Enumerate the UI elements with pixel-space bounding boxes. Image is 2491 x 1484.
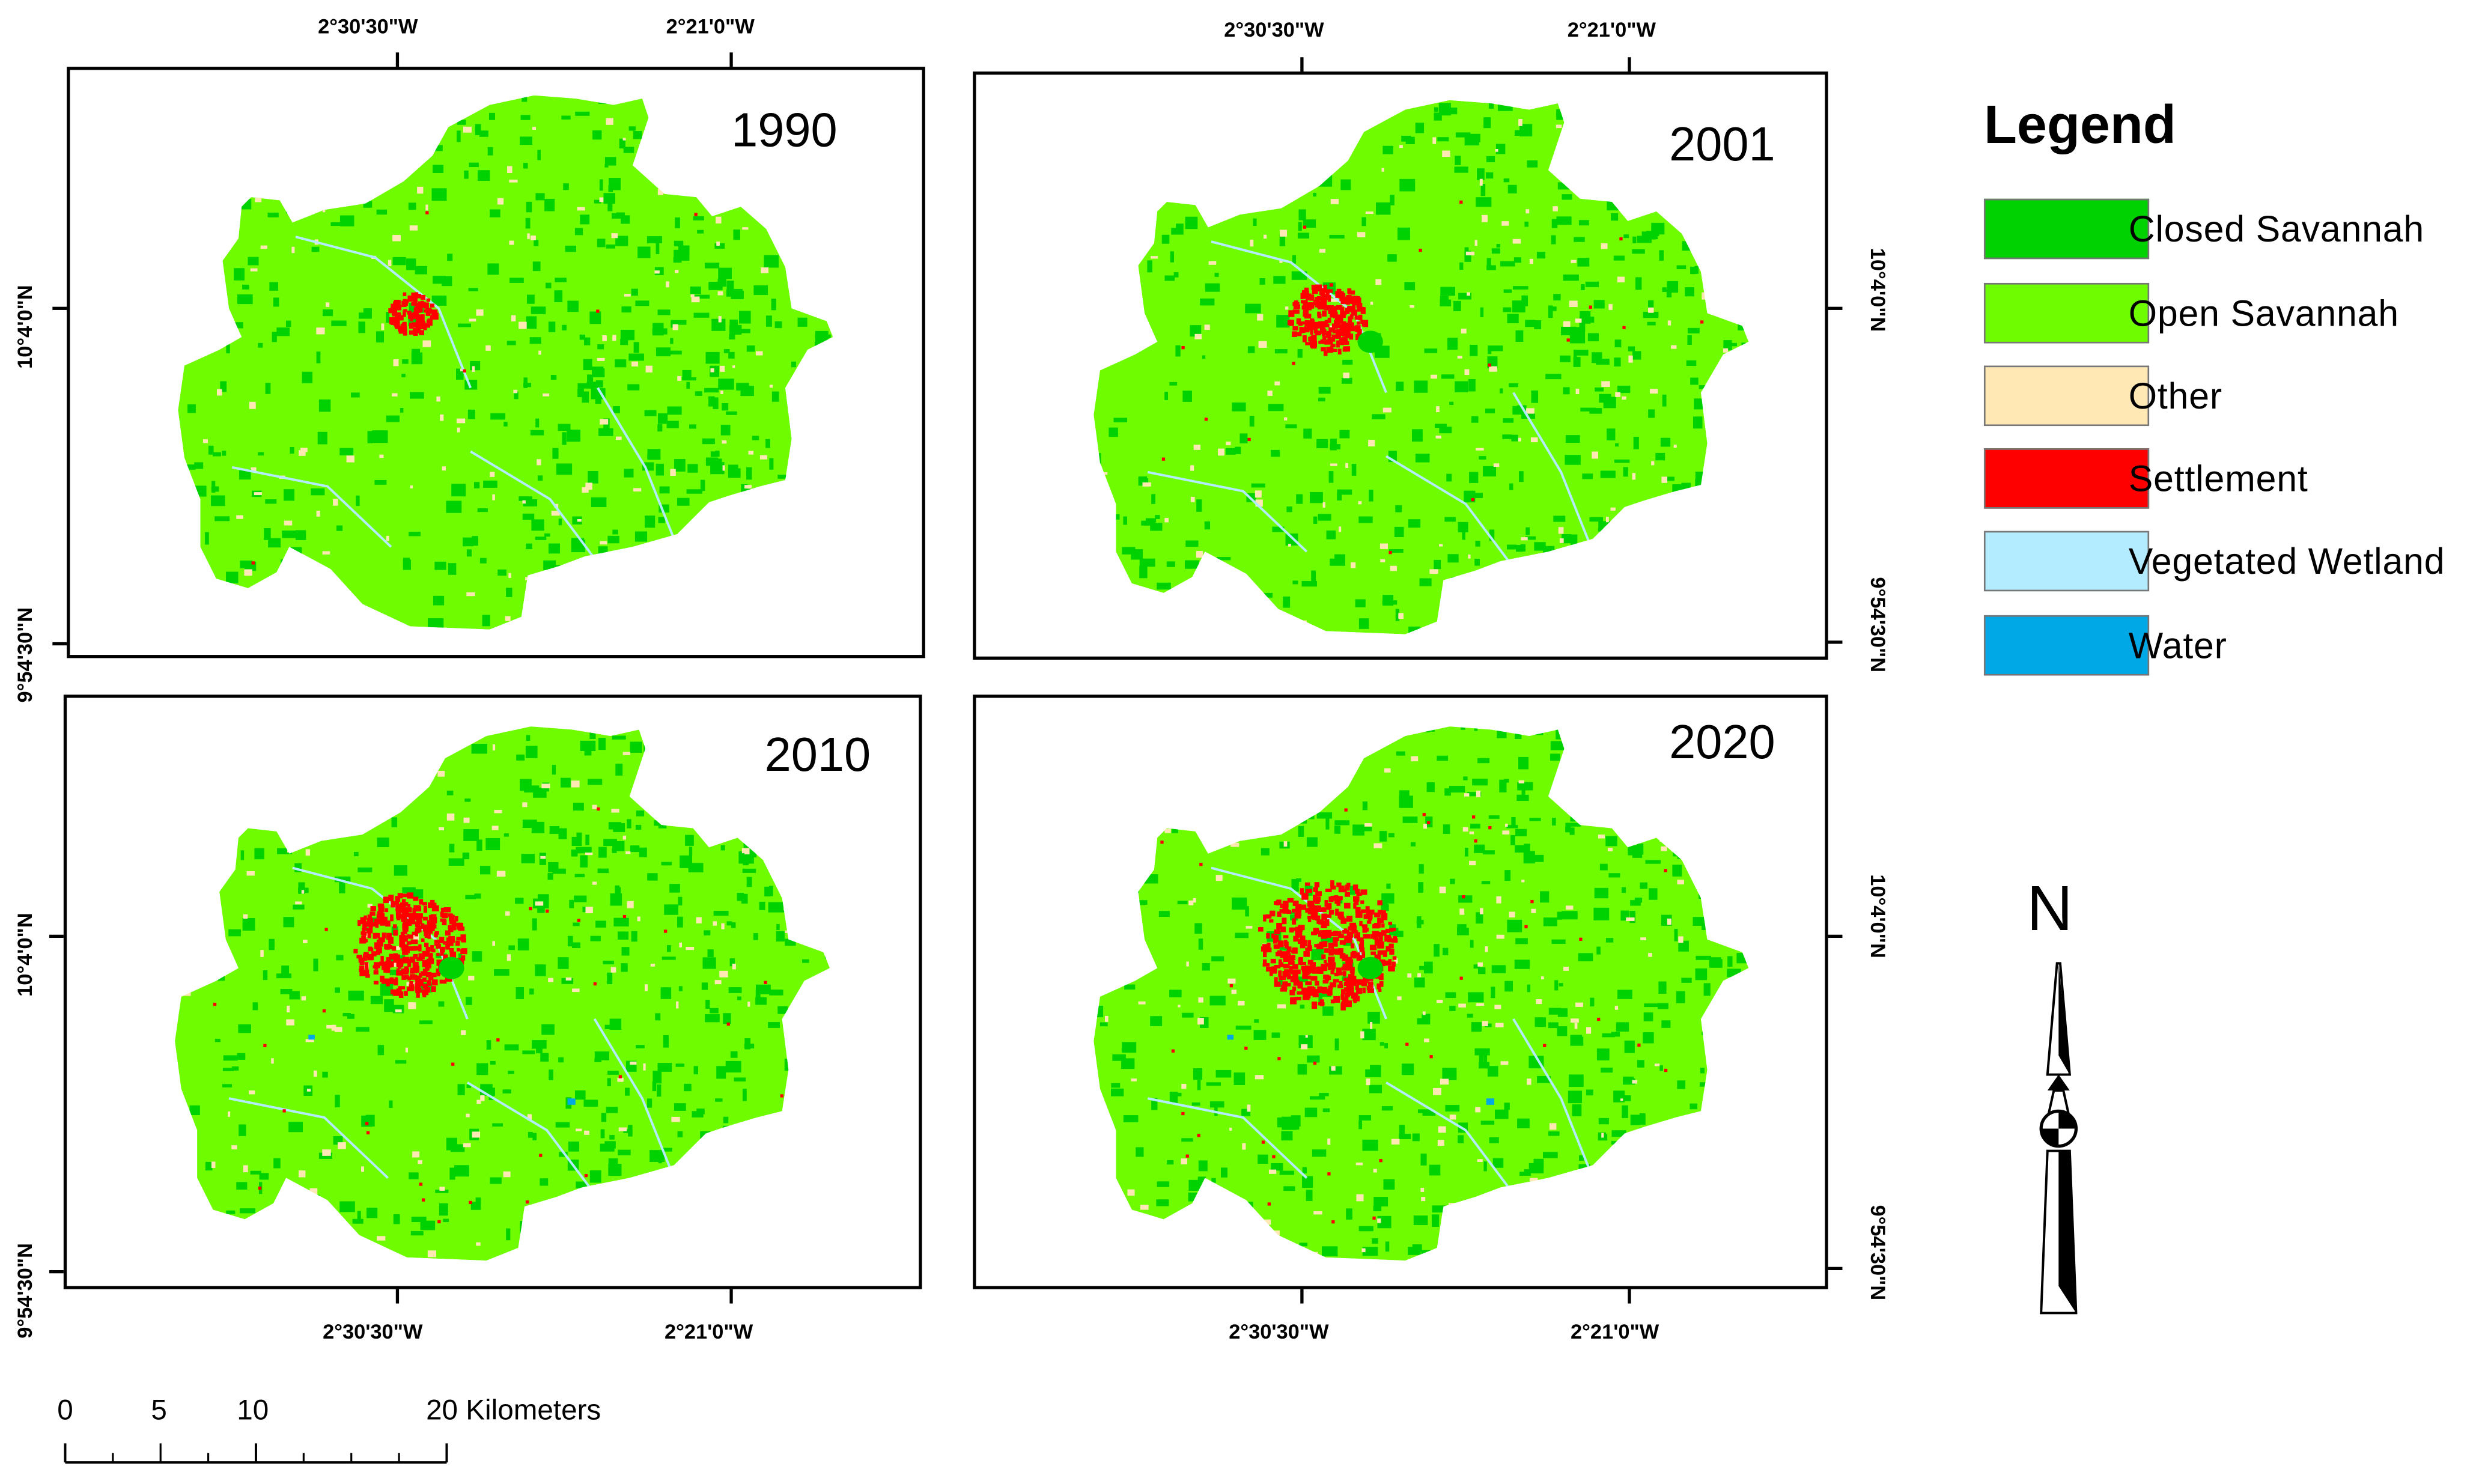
graticule-tick — [1828, 1267, 1843, 1270]
legend-swatch — [1983, 615, 2150, 676]
graticule-tick — [729, 1289, 733, 1304]
longitude-label: 2°21'0"W — [1571, 1319, 1659, 1343]
latitude-label: 9°54'30"N — [13, 1243, 37, 1339]
panel-year-label: 2020 — [1669, 717, 1775, 770]
panel-year-label: 2010 — [764, 729, 871, 782]
latitude-label: 10°4'0"N — [13, 913, 37, 997]
legend-swatch — [1983, 198, 2150, 260]
graticule-tick — [1628, 1289, 1631, 1304]
map-panel-2020: 2020 — [973, 695, 1828, 1289]
latitude-label: 10°4'0"N — [1866, 248, 1890, 332]
graticule-tick — [395, 1289, 400, 1304]
legend-label: Open Savannah — [2128, 292, 2399, 334]
scale-label: 5 — [151, 1394, 167, 1426]
scale-label: 10 — [237, 1394, 269, 1426]
legend-label: Water — [2128, 624, 2227, 666]
map-panel-2010: 2010 — [63, 695, 922, 1289]
graticule-tick — [729, 52, 733, 67]
legend-label: Other — [2128, 375, 2222, 417]
longitude-label: 2°30'30"W — [1229, 1319, 1329, 1343]
north-label: N — [2027, 874, 2073, 944]
graticule-tick — [52, 306, 67, 310]
district-land-cover-2001 — [1093, 100, 1749, 634]
scale-bar-graphic — [64, 1443, 448, 1464]
legend-label: Closed Savannah — [2128, 208, 2425, 250]
map-panel-1990: 1990 — [67, 67, 925, 658]
longitude-label: 2°21'0"W — [1567, 17, 1656, 41]
legend-swatch — [1983, 448, 2150, 509]
graticule-tick — [395, 52, 400, 67]
graticule-tick — [49, 934, 64, 938]
graticule-tick — [1828, 306, 1843, 310]
scale-label: 0 — [57, 1394, 73, 1426]
longitude-label: 2°30'30"W — [323, 1319, 423, 1343]
graticule-tick — [1828, 640, 1843, 644]
panel-year-label: 2001 — [1669, 119, 1775, 172]
district-land-cover-1990 — [178, 95, 833, 630]
north-arrow-icon — [2039, 962, 2078, 1315]
scale-label: 20 Kilometers — [426, 1394, 601, 1426]
graticule-tick — [1300, 1289, 1304, 1304]
latitude-label: 10°4'0"N — [13, 285, 37, 369]
latitude-label: 10°4'0"N — [1866, 874, 1890, 958]
latitude-label: 9°54'30"N — [13, 607, 37, 703]
legend-swatch — [1983, 282, 2150, 344]
longitude-label: 2°21'0"W — [664, 1319, 753, 1343]
district-land-cover-2020 — [1093, 726, 1749, 1261]
latitude-label: 9°54'30"N — [1866, 1205, 1890, 1301]
longitude-label: 2°21'0"W — [666, 14, 755, 38]
legend-swatch — [1983, 531, 2150, 592]
legend-swatch — [1983, 365, 2150, 427]
longitude-label: 2°30'30"W — [1224, 17, 1324, 41]
graticule-tick — [49, 1270, 64, 1274]
graticule-tick — [1300, 57, 1304, 72]
district-land-cover-2010 — [175, 726, 830, 1261]
panel-year-label: 1990 — [731, 105, 838, 157]
latitude-label: 9°54'30"N — [1866, 577, 1890, 673]
graticule-tick — [1628, 57, 1631, 72]
graticule-tick — [52, 642, 67, 646]
legend-label: Vegetated Wetland — [2128, 540, 2445, 582]
graticule-tick — [1828, 934, 1843, 938]
legend-title: Legend — [1983, 95, 2176, 156]
legend-label: Settlement — [2128, 457, 2308, 499]
map-panel-2001: 2001 — [973, 71, 1828, 660]
longitude-label: 2°30'30"W — [318, 14, 418, 38]
